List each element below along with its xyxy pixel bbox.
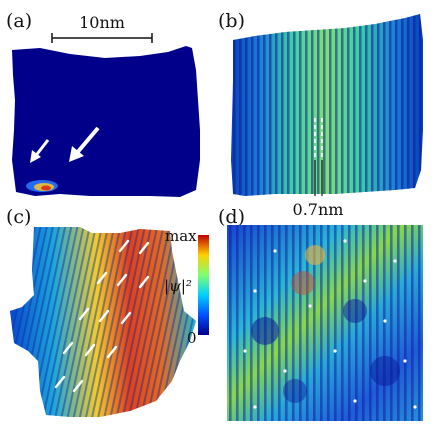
panel-label-a: (a): [6, 10, 33, 32]
nanotube-a: [12, 46, 200, 197]
scale-bar-a-label: 10nm: [79, 13, 125, 32]
colorbar-quantity-label: |ψ|²: [164, 277, 192, 295]
colorbar-max-label: max: [165, 227, 197, 245]
spacing-marker-b: 0.7nm: [293, 118, 344, 215]
arrow-large-a: [69, 126, 100, 162]
scale-bar-a: 10nm: [51, 13, 153, 43]
heatmap-d: [227, 225, 423, 421]
edge-state-a: [26, 180, 58, 192]
colorbar: max 0 |ψ|²: [164, 227, 209, 347]
nanotube-b: [231, 14, 423, 196]
panel-label-d: (d): [218, 206, 245, 228]
colorbar-min-label: 0: [187, 329, 197, 347]
white-speckles-d: [243, 239, 417, 409]
scale-bar-b-label: 0.7nm: [293, 200, 344, 215]
white-dashes-c: [54, 239, 150, 393]
panel-label-b: (b): [218, 10, 245, 32]
arrow-small-a: [30, 139, 50, 163]
panel-a: 10nm: [12, 13, 200, 197]
heatmap-c: [10, 227, 196, 417]
panel-c: max 0 |ψ|²: [10, 227, 209, 417]
panel-d: [227, 225, 423, 421]
panel-b: 0.7nm: [231, 14, 423, 215]
panel-label-c: (c): [6, 206, 32, 228]
